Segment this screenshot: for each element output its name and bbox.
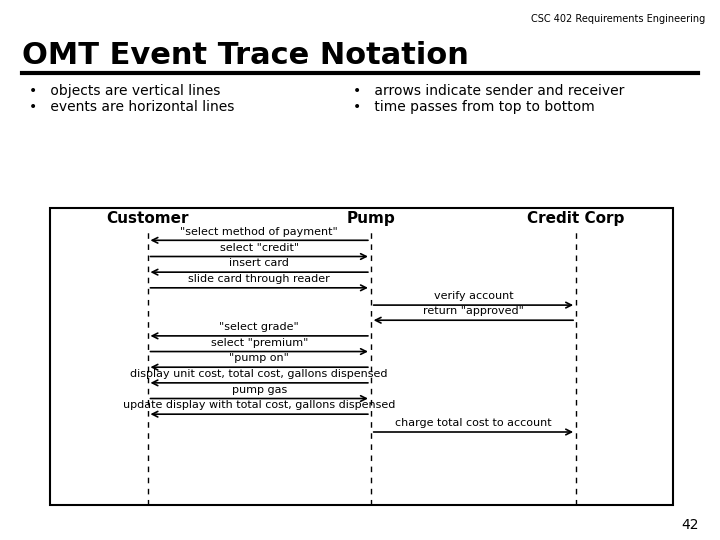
Text: CSC 402 Requirements Engineering: CSC 402 Requirements Engineering [531,14,706,24]
Text: "pump on": "pump on" [229,353,289,363]
Text: •   objects are vertical lines: • objects are vertical lines [29,84,220,98]
Text: Pump: Pump [346,211,395,226]
Text: insert card: insert card [229,258,289,268]
Text: display unit cost, total cost, gallons dispensed: display unit cost, total cost, gallons d… [130,369,388,379]
Text: Credit Corp: Credit Corp [527,211,625,226]
Text: verify account: verify account [433,291,513,301]
Text: select "credit": select "credit" [220,242,299,253]
Text: •   events are horizontal lines: • events are horizontal lines [29,100,234,114]
Text: return "approved": return "approved" [423,306,524,316]
Text: •   time passes from top to bottom: • time passes from top to bottom [353,100,595,114]
Text: slide card through reader: slide card through reader [189,274,330,284]
Text: pump gas: pump gas [232,384,287,395]
Text: update display with total cost, gallons dispensed: update display with total cost, gallons … [123,400,395,410]
Text: "select method of payment": "select method of payment" [180,226,338,237]
Text: •   arrows indicate sender and receiver: • arrows indicate sender and receiver [353,84,624,98]
Text: Customer: Customer [107,211,189,226]
Text: 42: 42 [681,518,698,532]
Text: charge total cost to account: charge total cost to account [395,418,552,428]
Text: OMT Event Trace Notation: OMT Event Trace Notation [22,40,469,70]
Bar [50,208,673,505]
Text: "select grade": "select grade" [220,322,299,332]
Text: select "premium": select "premium" [210,338,308,348]
